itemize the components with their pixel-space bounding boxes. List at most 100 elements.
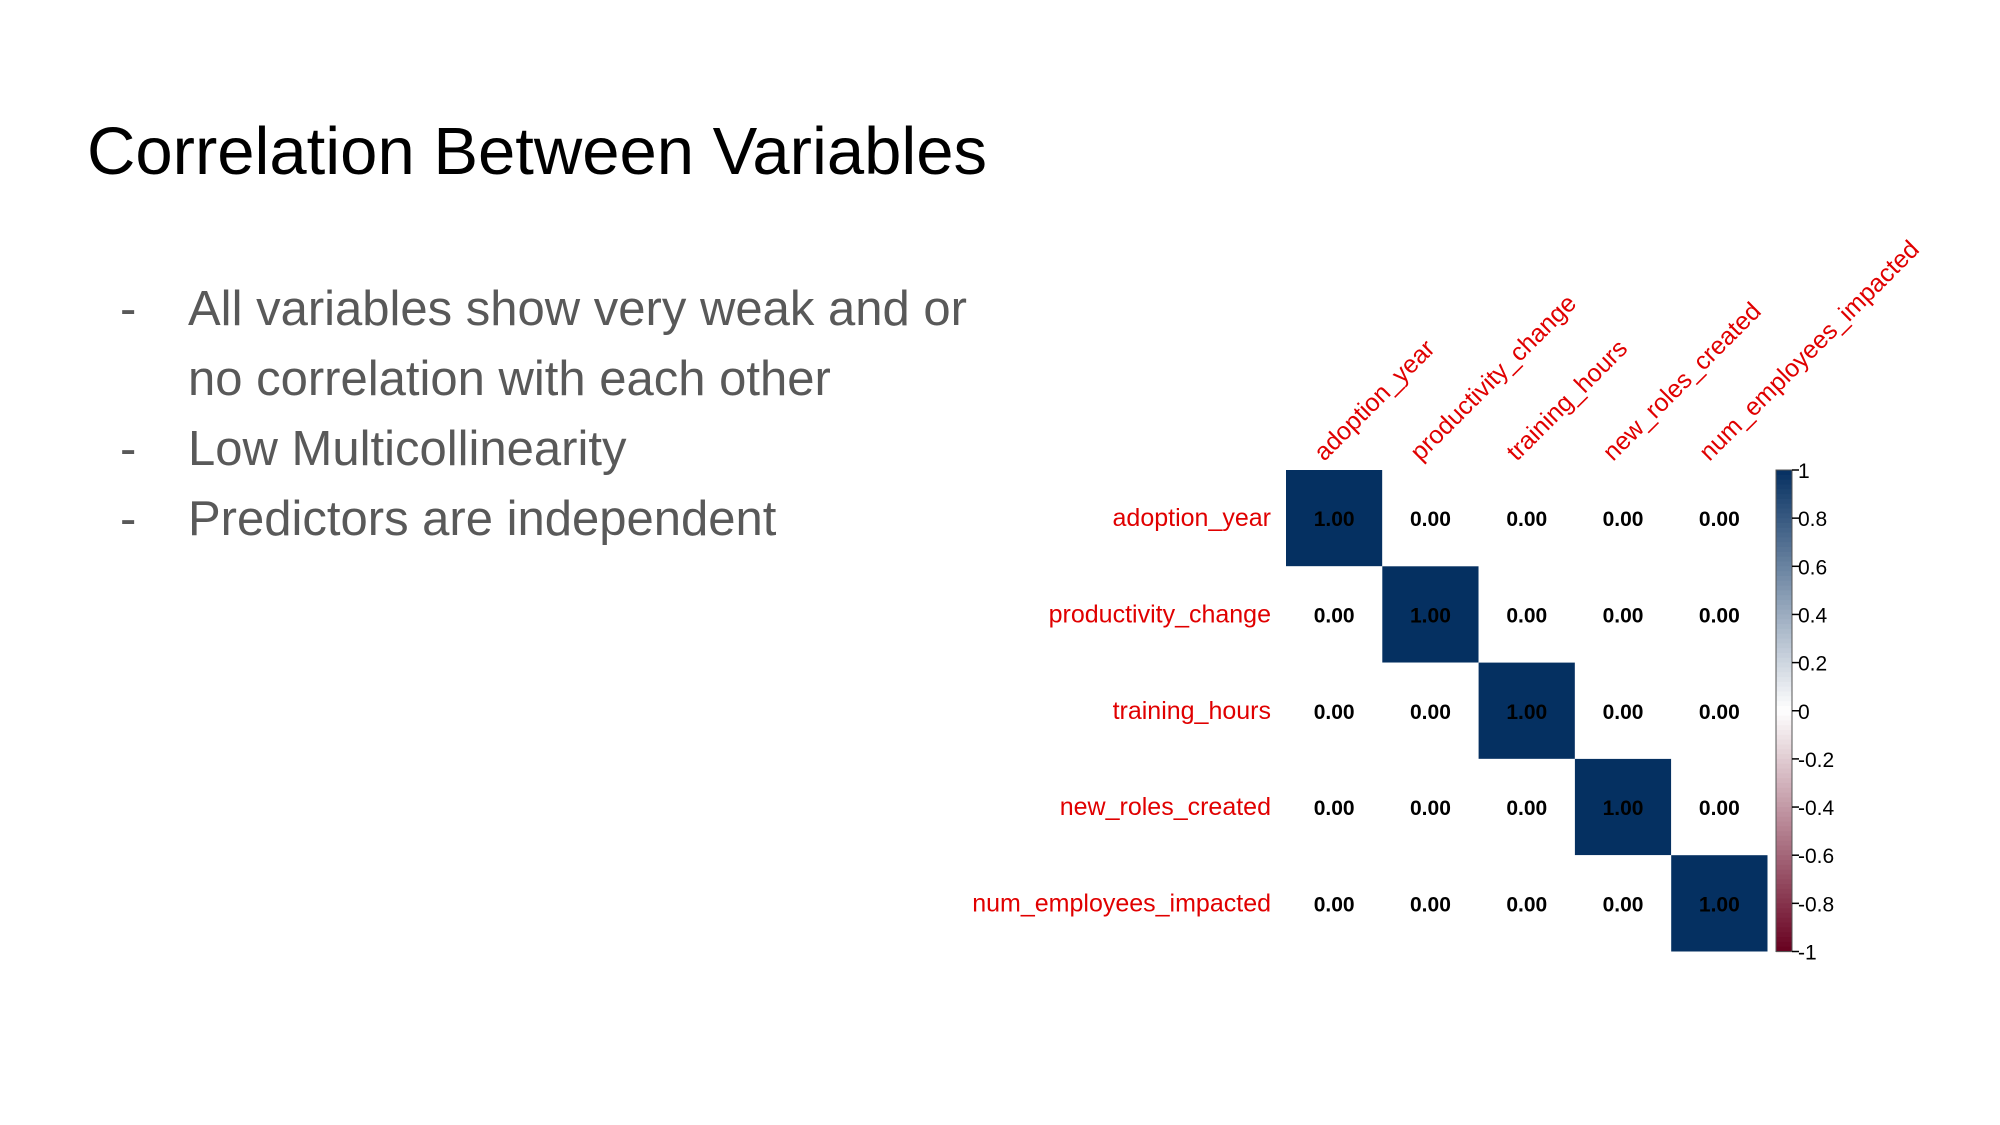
bullet-marker: -: [120, 422, 137, 476]
colorbar-segment: [1776, 503, 1792, 510]
bullet-marker: -: [120, 492, 137, 546]
colorbar-segment: [1776, 518, 1792, 524]
colorbar-segment: [1776, 672, 1792, 678]
colorbar-segment: [1776, 739, 1792, 746]
colorbar-segment: [1776, 681, 1792, 688]
bullet-text: All variables show very weak and or no c…: [188, 282, 967, 406]
colorbar-segment: [1776, 677, 1792, 683]
heatmap-cell: [1382, 662, 1479, 759]
colorbar-segment: [1776, 628, 1792, 635]
bullet-text: Low Multicollinearity: [188, 422, 627, 476]
colorbar-segment: [1776, 874, 1792, 880]
colorbar-segment: [1776, 893, 1792, 900]
colorbar-segment: [1776, 879, 1792, 885]
heatmap-cell: [1286, 758, 1383, 856]
colorbar-segment: [1776, 908, 1792, 914]
colorbar-segment: [1776, 734, 1792, 741]
cell-value-label: 1.00: [1314, 508, 1355, 531]
colorbar-segment: [1776, 807, 1792, 813]
colorbar-segment: [1776, 869, 1792, 876]
colorbar-segment: [1776, 527, 1792, 534]
heatmap-cell: [1286, 566, 1383, 663]
colorbar-segment: [1776, 725, 1792, 731]
heatmap-cell: [1478, 566, 1575, 663]
heatmap-cell: [1478, 758, 1575, 856]
colorbar-segment: [1776, 701, 1792, 707]
colorbar-segment: [1776, 773, 1792, 779]
colorbar-segment: [1776, 758, 1792, 765]
colorbar-segment: [1776, 532, 1792, 539]
heatmap-cell: [1382, 470, 1479, 567]
colorbar-tick-label: -0.6: [1798, 845, 1834, 868]
colorbar-segment: [1776, 927, 1792, 933]
colorbar-tick-label: 0: [1798, 701, 1810, 724]
colorbar-segment: [1776, 831, 1792, 837]
cell-value-label: 0.00: [1314, 893, 1355, 916]
colorbar-segment: [1776, 937, 1792, 943]
row-label: new_roles_created: [1060, 793, 1271, 821]
cell-value-label: 0.00: [1410, 893, 1451, 916]
colorbar-segment: [1776, 513, 1792, 519]
heatmap-cell: [1478, 855, 1575, 952]
colorbar-segment: [1776, 917, 1792, 924]
cell-value-label: 0.00: [1506, 797, 1547, 820]
colorbar-segment: [1776, 816, 1792, 823]
colorbar-segment: [1776, 802, 1792, 808]
colorbar-segment: [1776, 508, 1792, 514]
colorbar-segment: [1776, 744, 1792, 750]
bullet-item: - All variables show very weak and or no …: [120, 274, 980, 414]
heatmap-cell: [1478, 470, 1575, 567]
cell-value-label: 0.00: [1410, 701, 1451, 724]
colorbar-segment: [1776, 542, 1792, 548]
column-label: new_roles_created: [1597, 297, 1766, 466]
colorbar-segment: [1776, 903, 1792, 909]
cell-value-label: 0.00: [1506, 604, 1547, 627]
colorbar-segment: [1776, 479, 1792, 486]
colorbar-segment: [1776, 474, 1792, 481]
heatmap-cell: [1671, 758, 1768, 856]
cell-value-label: 0.00: [1314, 797, 1355, 820]
colorbar-segment: [1776, 826, 1792, 832]
colorbar-segment: [1776, 648, 1792, 654]
colorbar-segment: [1776, 657, 1792, 664]
colorbar-segment: [1776, 484, 1792, 490]
heatmap-cell: [1671, 566, 1768, 663]
heatmap-cell: [1671, 470, 1768, 567]
colorbar-tick-label: 0.8: [1798, 508, 1827, 531]
cell-value-label: 0.00: [1410, 508, 1451, 531]
colorbar-segment: [1776, 705, 1792, 712]
row-label: training_hours: [1113, 697, 1271, 725]
cell-value-label: 0.00: [1699, 701, 1740, 724]
cell-value-label: 1.00: [1410, 604, 1451, 627]
cell-value-label: 1.00: [1699, 893, 1740, 916]
colorbar-segment: [1776, 792, 1792, 799]
colorbar-segment: [1776, 667, 1792, 673]
colorbar-segment: [1776, 864, 1792, 871]
colorbar-tick-label: 1: [1798, 460, 1810, 483]
heatmap-cell: [1382, 855, 1479, 952]
colorbar-segment: [1776, 633, 1792, 640]
slide-title: Correlation Between Variables: [87, 114, 988, 189]
heatmap-cell: [1671, 855, 1768, 952]
colorbar-segment: [1776, 787, 1792, 794]
column-label: productivity_change: [1405, 289, 1582, 466]
colorbar-segment: [1776, 749, 1792, 755]
colorbar-tick-label: -0.8: [1798, 893, 1834, 916]
cell-value-label: 1.00: [1506, 701, 1547, 724]
bullet-item: - Low Multicollinearity: [120, 414, 980, 484]
cell-value-label: 0.00: [1506, 508, 1547, 531]
bullet-list: - All variables show very weak and or no …: [120, 274, 980, 554]
heatmap-cell: [1286, 470, 1383, 567]
row-label: productivity_change: [1049, 600, 1271, 628]
colorbar-segment: [1776, 884, 1792, 890]
colorbar-tick-label: -1: [1798, 942, 1817, 965]
colorbar-segment: [1776, 522, 1792, 529]
colorbar-segment: [1776, 782, 1792, 789]
colorbar-segment: [1776, 556, 1792, 563]
colorbar-segment: [1776, 571, 1792, 577]
colorbar-segment: [1776, 941, 1792, 948]
heatmap-cell: [1574, 566, 1672, 663]
colorbar-segment: [1776, 537, 1792, 543]
colorbar-segment: [1776, 624, 1792, 630]
